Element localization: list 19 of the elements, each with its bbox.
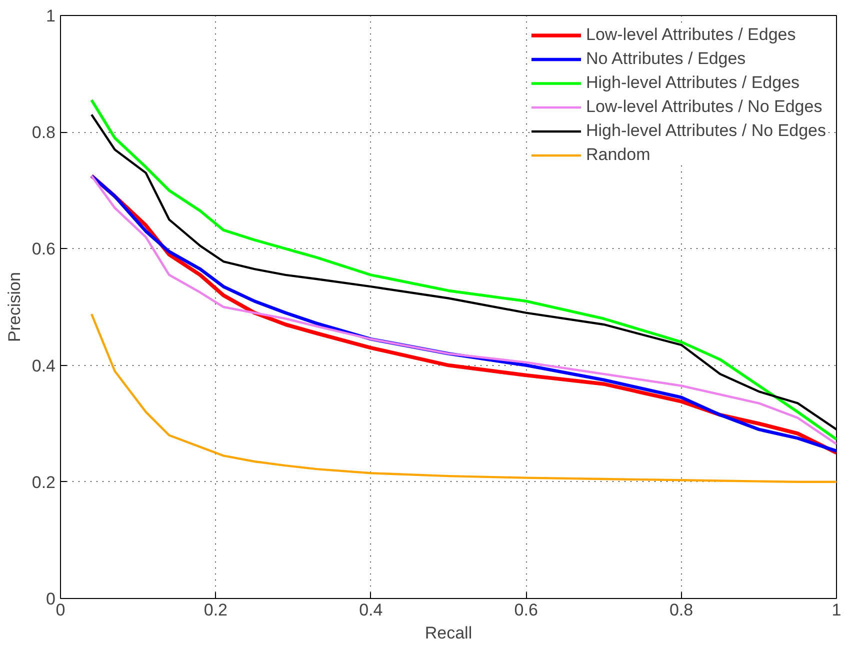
y-tick-label: 0.6: [32, 240, 56, 259]
y-axis-title: Precision: [4, 272, 24, 342]
x-tick-label: 0.8: [669, 600, 694, 620]
legend-label: No Attributes / Edges: [586, 49, 746, 69]
legend-label: Low-level Attributes / No Edges: [586, 97, 822, 117]
legend-label: Random: [586, 145, 650, 165]
y-tick-label: 0.8: [32, 123, 56, 142]
x-tick-label: 0.4: [359, 600, 383, 620]
x-axis-title: Recall: [424, 624, 472, 642]
legend-label: High-level Attributes / Edges: [586, 73, 800, 93]
y-tick-label: 1: [46, 6, 56, 26]
line-series: [90, 312, 836, 483]
x-tick-label: 1: [832, 600, 842, 620]
y-tick-label: 0.2: [32, 472, 56, 492]
legend-label: Low-level Attributes / Edges: [586, 25, 796, 45]
legend-label: High-level Attributes / No Edges: [586, 121, 826, 141]
y-tick-label: 0.4: [32, 356, 56, 376]
x-tick-label: 0.6: [514, 600, 538, 620]
x-tick-label: 0.2: [204, 600, 228, 620]
